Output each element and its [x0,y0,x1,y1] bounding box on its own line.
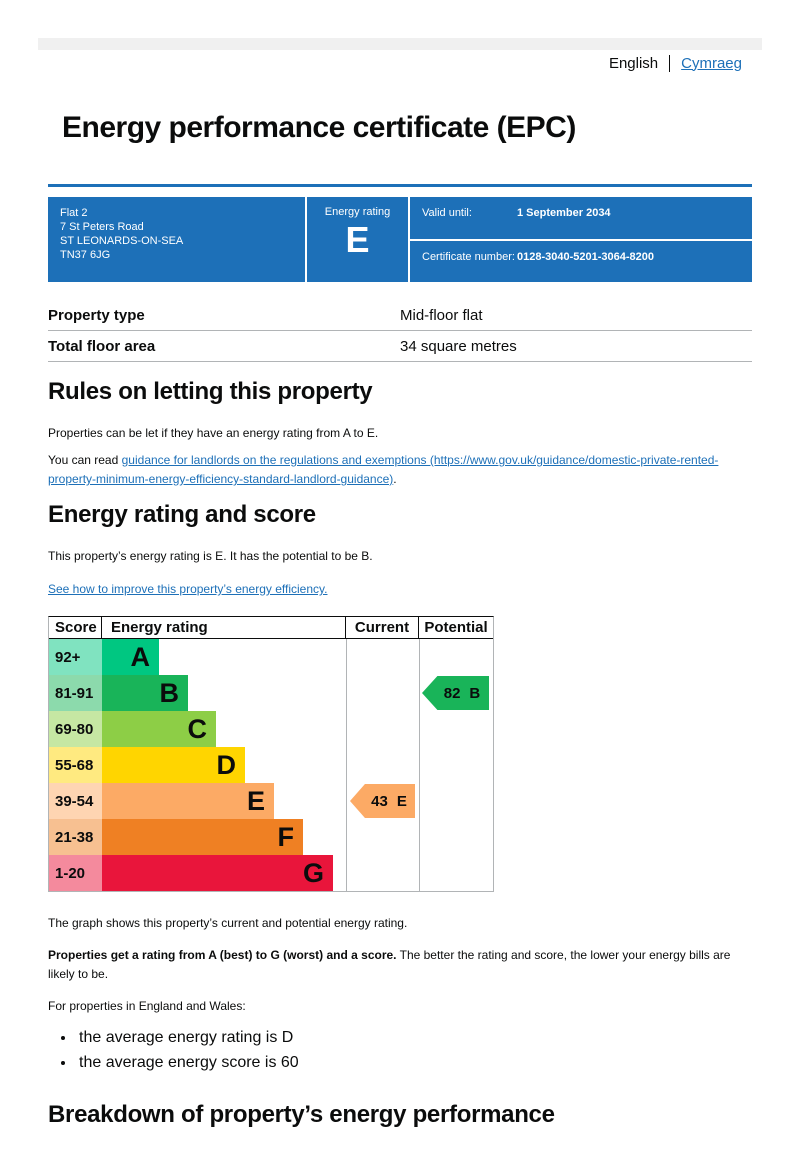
band-bar-b: B [102,675,188,711]
language-switcher: English Cymraeg [48,54,752,72]
energy-rating-value: E [345,219,370,260]
rules-paragraph: Properties can be let if they have an en… [48,426,379,440]
chart-header-current: Current [346,617,419,638]
language-current: English [608,54,659,72]
current-rating-arrow: 43 E [350,784,415,818]
epc-band-row: 55-68 D [49,747,493,783]
graph-description: The graph shows this property’s current … [48,916,408,930]
improve-efficiency-link[interactable]: See how to improve this property’s energ… [48,582,328,596]
language-link-cymraeg[interactable]: Cymraeg [681,54,742,72]
table-row: Total floor area 34 square metres [48,331,752,362]
rules-heading: Rules on letting this property [48,378,373,405]
epc-band-row: 92+ A [49,639,493,675]
epc-band-row: 21-38 F [49,819,493,855]
guidance-text-suffix: . [393,472,397,486]
certificate-summary-box: Flat 2 7 St Peters Road ST LEONARDS-ON-S… [48,197,752,282]
band-bar-c: C [102,711,216,747]
certificate-details: Valid until: 1 September 2034 Certificat… [410,197,752,282]
header-rule [48,184,752,187]
divider [305,197,307,282]
address-line: Flat 2 [60,207,88,219]
energy-rating-cell: Energy rating E [307,197,408,282]
rating-explanation-bold: Properties get a rating from A (best) to… [48,948,397,962]
band-bar-d: D [102,747,245,783]
band-score-range: 69-80 [49,711,102,747]
current-rating-score: 43 [371,792,388,810]
total-floor-area-label: Total floor area [48,337,156,355]
property-type-label: Property type [48,306,145,324]
breakdown-heading: Breakdown of property’s energy performan… [48,1101,555,1128]
potential-rating-letter: B [469,684,481,702]
chart-header-row: Score Energy rating Current Potential [49,617,493,639]
landlord-guidance-link[interactable]: guidance for landlords on the regulation… [48,453,719,486]
valid-until-label: Valid until: [422,207,472,219]
chart-header-score: Score [49,617,102,638]
property-summary-table: Property type Mid-floor flat Total floor… [48,300,752,362]
chart-header-potential: Potential [424,619,488,636]
guidance-text-prefix: You can read [48,453,122,467]
epc-band-row: 81-91 B [49,675,493,711]
property-type-value: Mid-floor flat [400,306,483,324]
page-title: Energy performance certificate (EPC) [62,111,576,144]
band-score-range: 21-38 [49,819,102,855]
guidance-paragraph: You can read guidance for landlords on t… [48,451,752,489]
energy-rating-chart: Score Energy rating Current Potential 92… [48,616,494,892]
total-floor-area-value: 34 square metres [400,337,517,355]
rating-explanation: Properties get a rating from A (best) to… [48,946,752,984]
list-item: the average energy rating is D [76,1025,752,1050]
potential-rating-arrow: 82 B [422,676,489,710]
property-address: Flat 2 7 St Peters Road ST LEONARDS-ON-S… [48,197,305,282]
band-score-range: 81-91 [49,675,102,711]
chart-header-rating: Energy rating [102,617,346,638]
divider [408,197,410,282]
rating-paragraph: This property’s energy rating is E. It h… [48,549,373,563]
band-bar-a: A [102,639,159,675]
epc-band-row: 1-20 G [49,855,493,891]
band-bar-e: E [102,783,274,819]
band-score-range: 39-54 [49,783,102,819]
epc-band-row: 69-80 C [49,711,493,747]
averages-list: the average energy rating is D the avera… [76,1025,752,1075]
current-rating-letter: E [396,792,407,810]
band-bar-f: F [102,819,303,855]
averages-intro: For properties in England and Wales: [48,999,246,1013]
energy-rating-label: Energy rating [324,206,391,218]
valid-until-value: 1 September 2034 [517,207,611,219]
improve-paragraph: See how to improve this property’s energ… [48,580,752,599]
band-bar-g: G [102,855,333,891]
certificate-number-value: 0128-3040-5201-3064-8200 [517,250,655,263]
address-line: TN37 6JG [60,249,111,261]
address-line: 7 St Peters Road [60,221,144,233]
address-line: ST LEONARDS-ON-SEA [60,235,184,247]
table-row: Property type Mid-floor flat [48,300,752,331]
list-item: the average energy score is 60 [76,1050,752,1075]
top-grey-bar [38,38,762,50]
rating-explanation-rest: The better the rating and score, the low… [48,948,731,981]
column-divider [346,639,347,891]
epc-band-row: 39-54 E [49,783,493,819]
band-score-range: 92+ [49,639,102,675]
epc-chart-body: 92+ A 81-91 B 69-80 C 55-68 D 39-54 E 21-38 F 1-20 G … [49,639,493,891]
band-score-range: 55-68 [49,747,102,783]
certificate-number-row: Certificate number: 0128-3040-5201-3064-… [410,241,752,283]
column-divider [419,639,420,891]
valid-until-row: Valid until: 1 September 2034 [410,197,752,239]
rating-heading: Energy rating and score [48,501,316,528]
band-score-range: 1-20 [49,855,102,891]
divider [410,238,752,241]
potential-rating-score: 82 [443,684,461,702]
language-separator [669,54,671,72]
certificate-number-label: Certificate number: [422,250,515,263]
epc-page: English Cymraeg Energy performance certi… [0,38,800,1129]
